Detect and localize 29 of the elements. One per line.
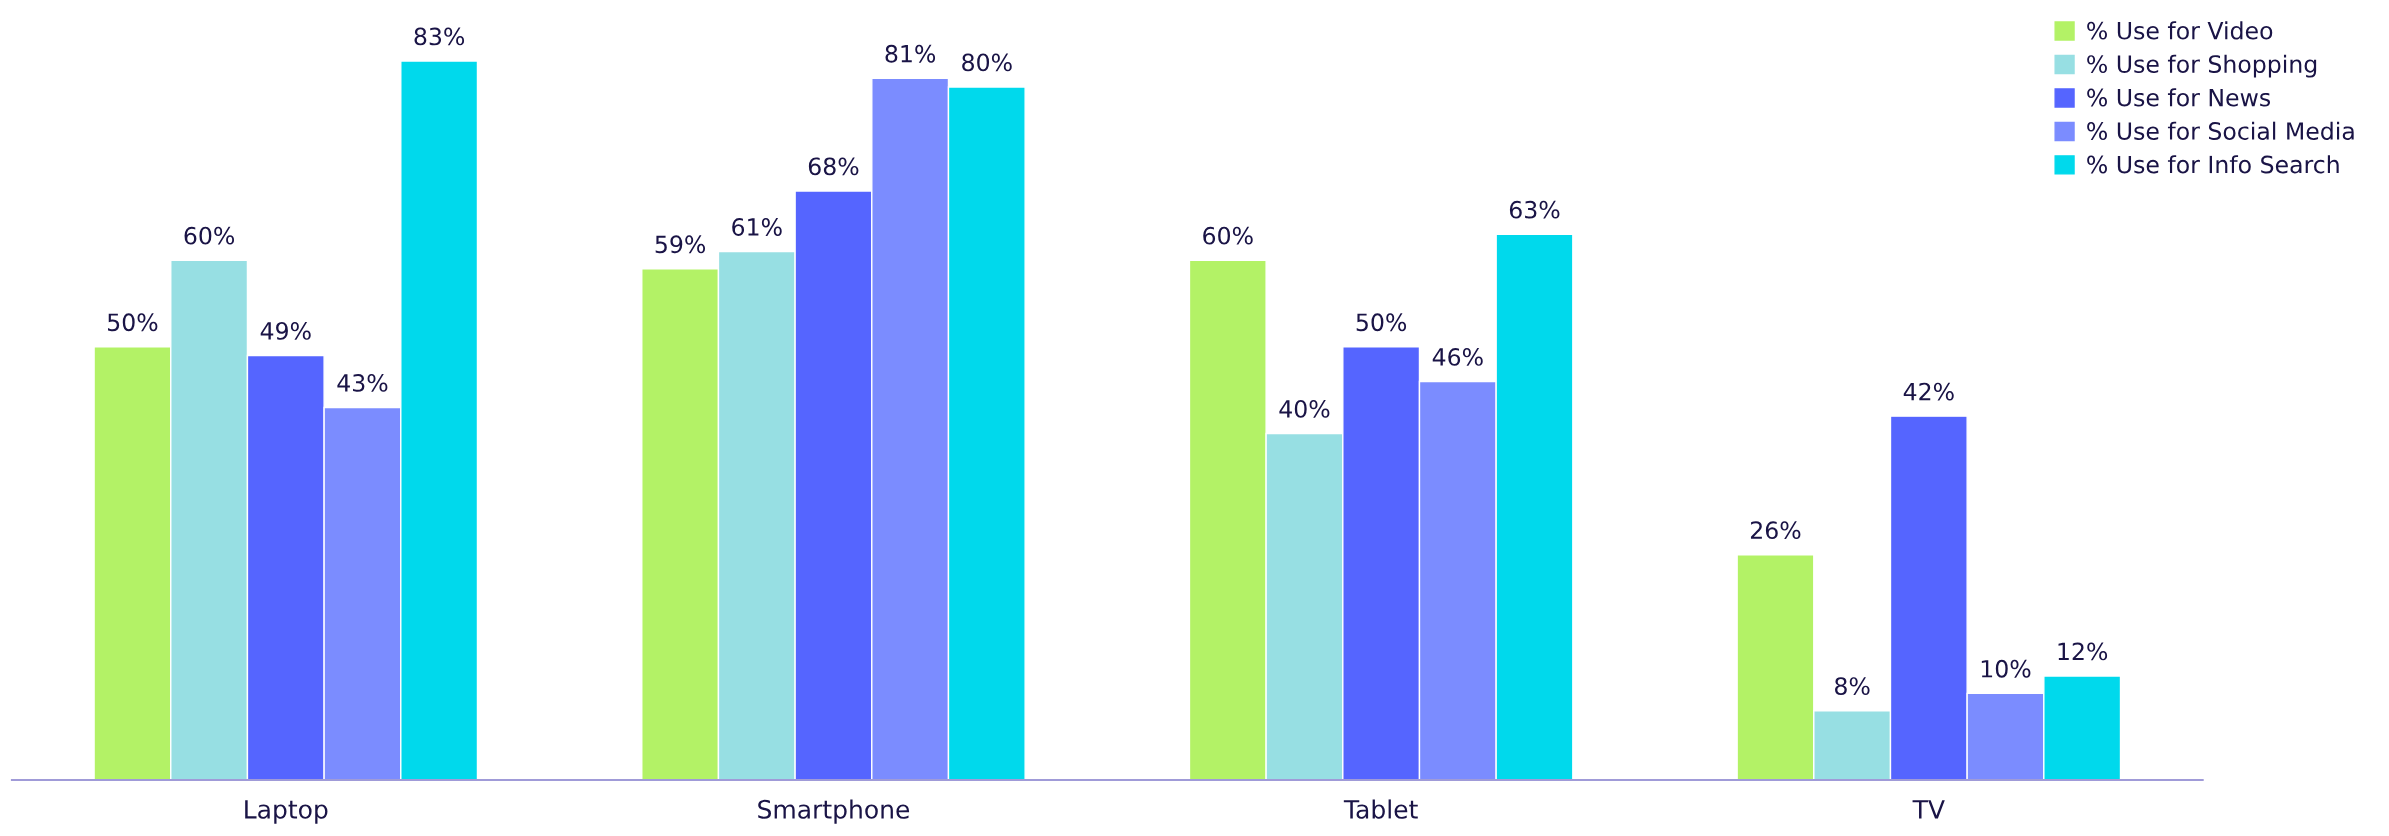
legend-label: % Use for News — [2087, 88, 2271, 107]
data-label: 81% — [885, 44, 936, 63]
data-label: 68% — [808, 157, 859, 176]
data-label: 40% — [1279, 399, 1330, 418]
data-label: 10% — [1981, 659, 2031, 678]
data-label: 46% — [1432, 347, 1483, 366]
x-tick-label: Smartphone — [758, 799, 910, 824]
data-label: 60% — [1203, 226, 1253, 245]
legend-label: % Use for Shopping — [2087, 54, 2317, 78]
data-label: 50% — [108, 313, 158, 332]
data-label: 8% — [1835, 677, 1870, 695]
data-label: 63% — [1509, 200, 1560, 219]
data-label: 59% — [655, 235, 706, 254]
data-label: 60% — [184, 226, 235, 245]
x-tick-label: Tablet — [1343, 799, 1418, 819]
data-label: 26% — [1750, 521, 1801, 540]
x-tick-label: Laptop — [245, 800, 328, 824]
data-label: 12% — [2058, 642, 2108, 661]
x-tick-label: TV — [1912, 800, 1945, 819]
data-label: 42% — [1903, 382, 1954, 401]
data-label: 43% — [337, 373, 388, 392]
data-label: 80% — [962, 53, 1012, 72]
legend-label: % Use for Social Media — [2087, 121, 2354, 140]
data-label: 49% — [260, 322, 311, 340]
legend-label: % Use for Video — [2087, 21, 2273, 40]
legend-label: % Use for Info Search — [2087, 155, 2339, 174]
data-label: 50% — [1356, 313, 1407, 332]
data-label: 83% — [414, 27, 465, 46]
data-label: 61% — [732, 218, 782, 236]
